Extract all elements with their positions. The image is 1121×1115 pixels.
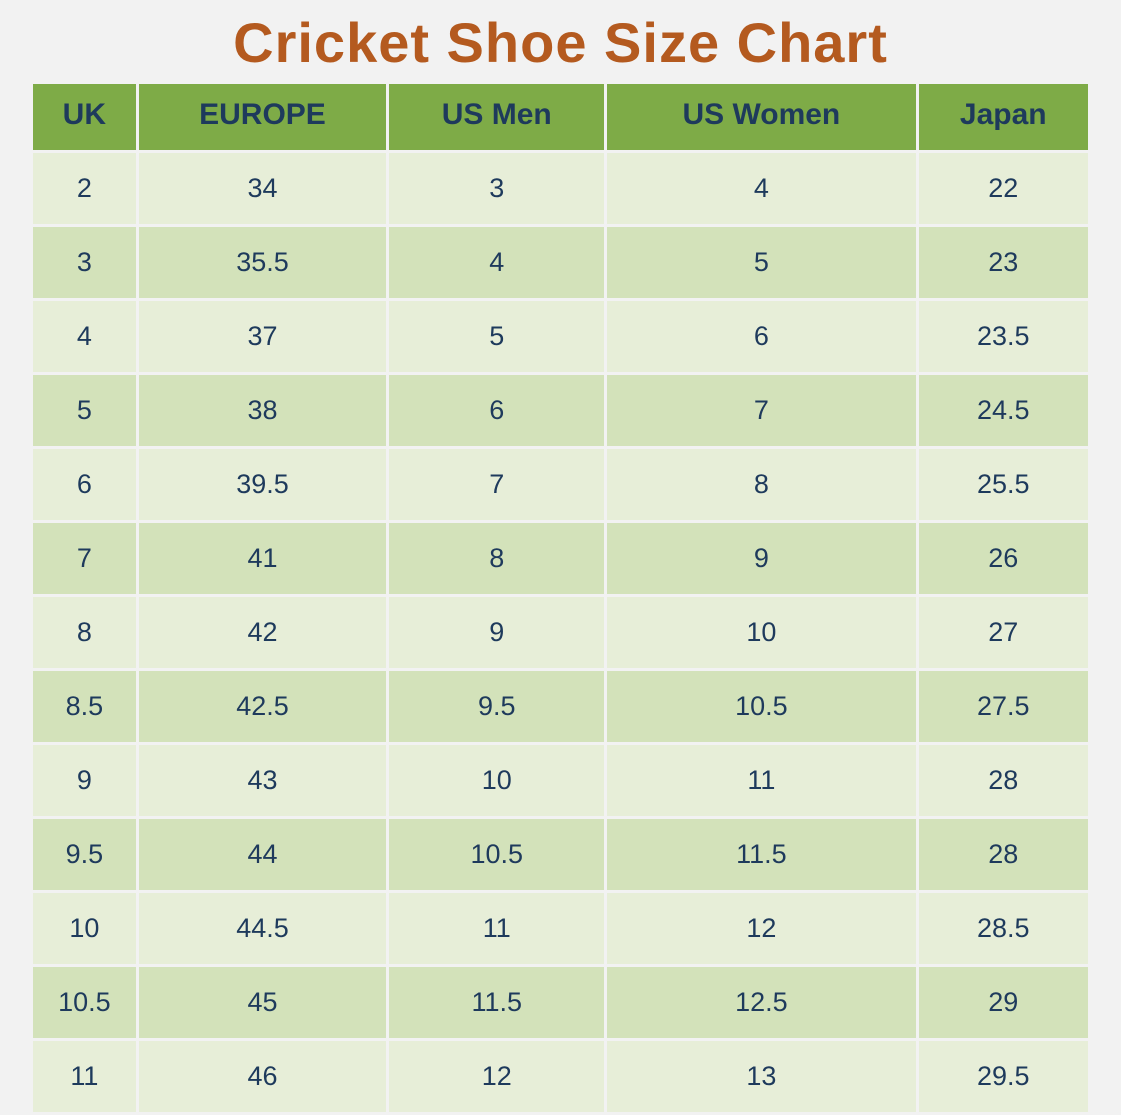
table-cell: 35.5 bbox=[139, 227, 387, 298]
table-cell: 28 bbox=[919, 819, 1088, 890]
table-cell: 3 bbox=[33, 227, 136, 298]
table-cell: 44 bbox=[139, 819, 387, 890]
table-cell: 23 bbox=[919, 227, 1088, 298]
table-cell: 43 bbox=[139, 745, 387, 816]
table-row: 4375623.5 bbox=[33, 301, 1088, 372]
table-cell: 6 bbox=[607, 301, 915, 372]
table-cell: 28.5 bbox=[919, 893, 1088, 964]
table-row: 7418926 bbox=[33, 523, 1088, 594]
table-cell: 37 bbox=[139, 301, 387, 372]
table-cell: 6 bbox=[33, 449, 136, 520]
table-cell: 9 bbox=[389, 597, 604, 668]
table-cell: 4 bbox=[389, 227, 604, 298]
table-row: 2343422 bbox=[33, 153, 1088, 224]
col-header-usmen: US Men bbox=[389, 84, 604, 150]
table-cell: 11.5 bbox=[389, 967, 604, 1038]
table-cell: 8 bbox=[33, 597, 136, 668]
table-cell: 10 bbox=[389, 745, 604, 816]
table-cell: 4 bbox=[607, 153, 915, 224]
table-cell: 11.5 bbox=[607, 819, 915, 890]
table-cell: 6 bbox=[389, 375, 604, 446]
table-cell: 9 bbox=[33, 745, 136, 816]
table-row: 943101128 bbox=[33, 745, 1088, 816]
col-header-japan: Japan bbox=[919, 84, 1088, 150]
size-chart-table: UK EUROPE US Men US Women Japan 23434223… bbox=[30, 81, 1091, 1115]
table-cell: 7 bbox=[607, 375, 915, 446]
table-cell: 26 bbox=[919, 523, 1088, 594]
table-cell: 41 bbox=[139, 523, 387, 594]
table-cell: 29 bbox=[919, 967, 1088, 1038]
table-cell: 34 bbox=[139, 153, 387, 224]
table-cell: 29.5 bbox=[919, 1041, 1088, 1112]
table-cell: 4 bbox=[33, 301, 136, 372]
table-row: 1146121329.5 bbox=[33, 1041, 1088, 1112]
table-header-row: UK EUROPE US Men US Women Japan bbox=[33, 84, 1088, 150]
table-row: 10.54511.512.529 bbox=[33, 967, 1088, 1038]
table-cell: 9.5 bbox=[389, 671, 604, 742]
table-cell: 7 bbox=[33, 523, 136, 594]
table-cell: 5 bbox=[389, 301, 604, 372]
table-cell: 45 bbox=[139, 967, 387, 1038]
table-row: 8.542.59.510.527.5 bbox=[33, 671, 1088, 742]
table-cell: 42.5 bbox=[139, 671, 387, 742]
table-row: 9.54410.511.528 bbox=[33, 819, 1088, 890]
table-body: 2343422335.545234375623.55386724.5639.57… bbox=[33, 153, 1088, 1112]
table-cell: 25.5 bbox=[919, 449, 1088, 520]
table-cell: 12 bbox=[389, 1041, 604, 1112]
table-row: 5386724.5 bbox=[33, 375, 1088, 446]
table-cell: 5 bbox=[607, 227, 915, 298]
table-cell: 38 bbox=[139, 375, 387, 446]
table-cell: 3 bbox=[389, 153, 604, 224]
col-header-uk: UK bbox=[33, 84, 136, 150]
table-cell: 12 bbox=[607, 893, 915, 964]
table-cell: 11 bbox=[607, 745, 915, 816]
chart-title: Cricket Shoe Size Chart bbox=[30, 10, 1091, 75]
table-cell: 46 bbox=[139, 1041, 387, 1112]
table-cell: 44.5 bbox=[139, 893, 387, 964]
col-header-uswomen: US Women bbox=[607, 84, 915, 150]
table-cell: 11 bbox=[389, 893, 604, 964]
table-cell: 9 bbox=[607, 523, 915, 594]
table-row: 639.57825.5 bbox=[33, 449, 1088, 520]
table-cell: 8 bbox=[389, 523, 604, 594]
table-row: 1044.5111228.5 bbox=[33, 893, 1088, 964]
table-cell: 9.5 bbox=[33, 819, 136, 890]
table-cell: 13 bbox=[607, 1041, 915, 1112]
table-cell: 42 bbox=[139, 597, 387, 668]
col-header-europe: EUROPE bbox=[139, 84, 387, 150]
table-cell: 10 bbox=[33, 893, 136, 964]
table-cell: 7 bbox=[389, 449, 604, 520]
table-cell: 10.5 bbox=[607, 671, 915, 742]
table-cell: 23.5 bbox=[919, 301, 1088, 372]
table-cell: 22 bbox=[919, 153, 1088, 224]
table-cell: 10.5 bbox=[389, 819, 604, 890]
table-row: 84291027 bbox=[33, 597, 1088, 668]
table-cell: 10 bbox=[607, 597, 915, 668]
table-cell: 28 bbox=[919, 745, 1088, 816]
table-cell: 2 bbox=[33, 153, 136, 224]
table-cell: 12.5 bbox=[607, 967, 915, 1038]
table-cell: 11 bbox=[33, 1041, 136, 1112]
table-cell: 10.5 bbox=[33, 967, 136, 1038]
table-cell: 27.5 bbox=[919, 671, 1088, 742]
table-cell: 27 bbox=[919, 597, 1088, 668]
table-cell: 8.5 bbox=[33, 671, 136, 742]
table-cell: 8 bbox=[607, 449, 915, 520]
table-cell: 24.5 bbox=[919, 375, 1088, 446]
table-cell: 39.5 bbox=[139, 449, 387, 520]
table-row: 335.54523 bbox=[33, 227, 1088, 298]
table-cell: 5 bbox=[33, 375, 136, 446]
